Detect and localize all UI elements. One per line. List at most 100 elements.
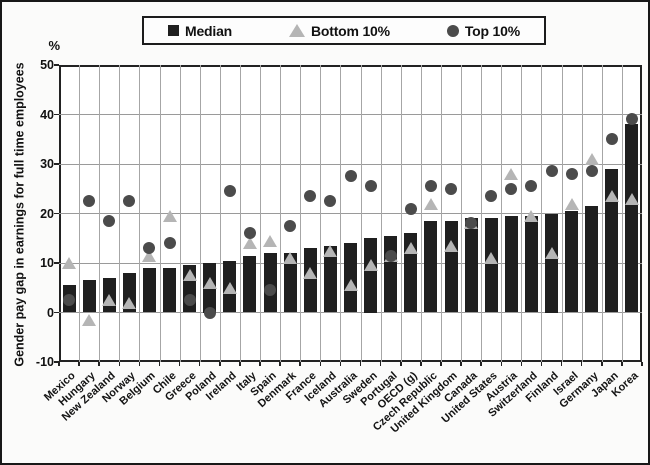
y-tick-label: 20 <box>40 206 54 221</box>
legend-label-bottom10: Bottom 10% <box>310 22 390 39</box>
median-bar <box>384 235 398 313</box>
top10-marker <box>445 182 458 195</box>
v-gridline <box>420 65 422 362</box>
v-gridline <box>219 65 221 362</box>
y-tick-label: 0 <box>47 305 54 320</box>
top10-marker <box>223 185 236 198</box>
top10-marker <box>183 294 196 307</box>
y-tick-mark <box>54 113 59 116</box>
top10-marker <box>525 180 538 193</box>
legend-item-top10: Top 10% <box>446 22 520 39</box>
v-gridline <box>400 65 402 362</box>
v-gridline <box>440 65 442 362</box>
median-bar <box>605 168 619 313</box>
v-gridline <box>380 65 382 362</box>
bottom10-marker <box>323 244 338 257</box>
v-gridline <box>239 65 241 362</box>
top10-marker <box>605 133 618 146</box>
v-gridline <box>561 65 563 362</box>
bottom10-marker <box>604 190 619 203</box>
top10-marker <box>404 202 417 215</box>
x-tick-mark <box>78 362 80 366</box>
x-tick-mark <box>158 362 161 366</box>
top10-marker <box>364 180 377 193</box>
top10-marker <box>545 165 558 178</box>
v-gridline <box>340 65 342 362</box>
v-gridline <box>119 65 121 362</box>
bottom10-marker <box>624 192 639 205</box>
top10-marker <box>243 227 256 240</box>
median-bar <box>504 215 518 313</box>
y-tick-mark <box>54 163 59 165</box>
median-bar <box>142 267 156 313</box>
v-gridline <box>280 65 282 362</box>
median-bar <box>283 253 297 313</box>
x-tick-mark <box>198 362 201 366</box>
median-bar <box>344 243 357 313</box>
h-gridline <box>59 114 642 115</box>
x-tick-mark <box>239 362 241 366</box>
y-tick-mark <box>54 311 59 314</box>
median-bar <box>364 238 378 313</box>
top10-marker <box>83 195 96 208</box>
bottom10-marker <box>102 294 117 307</box>
top10-marker <box>123 195 136 208</box>
top10-marker <box>565 167 578 180</box>
v-gridline <box>581 65 583 362</box>
median-bar <box>524 215 538 313</box>
h-gridline <box>59 312 642 313</box>
bottom10-marker <box>524 209 539 222</box>
bottom10-marker <box>504 167 519 180</box>
bottom10-marker <box>343 279 358 292</box>
bottom10-marker <box>444 239 459 252</box>
bottom10-marker <box>182 269 197 282</box>
bottom10-marker <box>202 276 217 289</box>
y-tick-label: 40 <box>40 107 54 122</box>
v-gridline <box>521 65 523 362</box>
x-tick-mark <box>259 362 261 366</box>
median-bar <box>585 206 599 313</box>
bottom10-marker <box>162 209 177 222</box>
y-tick-mark <box>54 212 59 215</box>
x-tick-mark <box>58 362 60 366</box>
top10-marker <box>465 217 478 230</box>
median-bar <box>303 248 317 313</box>
v-gridline <box>501 65 503 362</box>
x-tick-mark <box>98 362 100 366</box>
legend-item-median: Median <box>168 23 232 39</box>
v-gridline <box>159 65 161 362</box>
x-tick-mark <box>580 362 583 366</box>
x-tick-mark <box>540 362 543 366</box>
x-tick-mark <box>460 362 462 366</box>
v-gridline <box>199 65 201 362</box>
median-bar <box>163 267 177 313</box>
x-tick-mark <box>219 362 221 366</box>
h-gridline <box>59 163 642 165</box>
top10-marker <box>485 190 498 203</box>
v-gridline <box>179 65 181 362</box>
y-tick-mark <box>54 361 59 363</box>
top10-marker <box>625 113 638 126</box>
x-tick-mark <box>400 362 402 366</box>
legend-item-bottom10: Bottom 10% <box>288 22 390 39</box>
bottom10-marker <box>363 259 378 272</box>
median-bar <box>484 218 498 313</box>
v-gridline <box>461 65 463 362</box>
median-bar <box>82 280 96 313</box>
bottom10-marker <box>263 234 278 247</box>
top10-marker <box>585 165 598 178</box>
legend: Median Bottom 10% Top 10% <box>142 16 546 45</box>
x-tick-mark <box>339 362 342 366</box>
bottom10-marker <box>283 252 298 265</box>
bottom10-marker <box>423 197 438 210</box>
x-tick-mark <box>178 362 181 366</box>
x-tick-mark <box>279 362 281 366</box>
top10-marker <box>63 294 76 307</box>
v-gridline <box>300 65 302 362</box>
bottom10-marker <box>242 237 257 250</box>
legend-label-top10: Top 10% <box>464 22 520 39</box>
v-gridline <box>99 65 101 362</box>
bottom10-marker <box>403 242 418 255</box>
top10-marker <box>264 284 277 297</box>
bottom10-marker <box>122 296 137 309</box>
